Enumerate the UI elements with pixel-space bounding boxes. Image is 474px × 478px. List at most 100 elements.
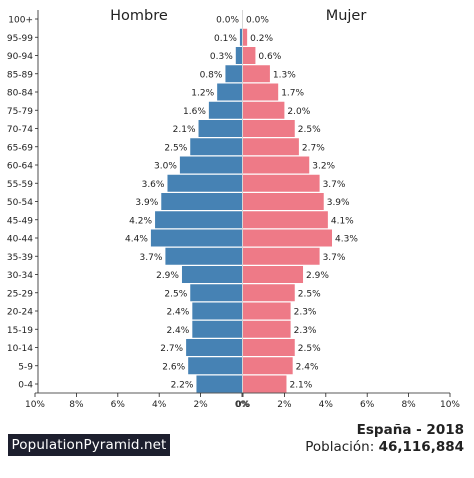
data-label-male: 0.8%	[200, 70, 223, 80]
bar-female	[243, 47, 256, 64]
x-tick-label-left: 0%	[235, 400, 250, 410]
data-label-male: 2.6%	[162, 362, 185, 372]
data-label-female: 2.5%	[298, 289, 321, 299]
category-label: 95-99	[7, 34, 33, 44]
data-label-male: 3.0%	[154, 162, 177, 172]
category-label: 55-59	[7, 180, 33, 190]
bar-male	[188, 357, 242, 375]
pyramid-chart: Hombre Mujer 100+ 0.0% 0.0% 95-99 0.1% 0.2% 90-9…	[7, 8, 461, 410]
data-label-male: 2.9%	[156, 271, 179, 281]
data-label-female: 0.0%	[246, 16, 269, 26]
bar-female	[243, 229, 333, 247]
category-label: 5-9	[18, 362, 33, 372]
category-label: 85-89	[7, 70, 33, 80]
bar-male	[161, 193, 242, 210]
bar-male	[167, 174, 242, 192]
data-label-male: 2.5%	[164, 143, 187, 153]
bar-male	[179, 156, 242, 174]
data-label-female: 2.5%	[298, 344, 321, 354]
bar-male	[150, 229, 242, 247]
bar-female	[243, 83, 279, 101]
x-tick-label-right: 4%	[319, 400, 334, 410]
category-label: 75-79	[7, 107, 33, 117]
bar-female	[243, 211, 328, 229]
bar-female	[243, 320, 291, 338]
data-label-female: 2.0%	[287, 107, 310, 117]
bar-male	[192, 320, 242, 338]
category-label: 40-44	[7, 235, 33, 245]
data-label-female: 3.9%	[327, 198, 350, 208]
bar-male	[186, 339, 242, 356]
x-tick-label-left: 2%	[193, 400, 208, 410]
bar-female	[243, 156, 310, 174]
population-caption: Población: 46,116,884	[305, 439, 464, 455]
data-label-female: 2.7%	[302, 143, 325, 153]
x-tick-label-left: 6%	[111, 400, 126, 410]
data-label-female: 2.1%	[289, 381, 312, 391]
bar-female	[243, 247, 320, 265]
data-label-male: 3.7%	[140, 253, 163, 263]
data-label-male: 3.9%	[135, 198, 158, 208]
x-tick-label-left: 4%	[152, 400, 167, 410]
bar-female	[243, 357, 293, 375]
category-label: 100+	[8, 16, 33, 26]
category-label: 30-34	[7, 271, 33, 281]
data-label-female: 2.3%	[294, 308, 317, 318]
bar-male	[190, 284, 242, 302]
x-tick-label-left: 8%	[69, 400, 84, 410]
x-tick-label-right: 10%	[440, 400, 460, 410]
bar-female	[243, 28, 248, 46]
bar-male	[192, 302, 242, 320]
bar-male	[196, 375, 242, 393]
population-label: Población:	[305, 439, 375, 455]
data-label-male: 0.1%	[214, 34, 237, 44]
category-label: 0-4	[18, 381, 33, 391]
bar-female	[243, 138, 299, 156]
bar-male	[217, 83, 242, 101]
bar-male	[198, 120, 242, 137]
data-label-male: 2.7%	[160, 344, 183, 354]
bar-male	[208, 101, 242, 119]
bar-female	[243, 266, 304, 283]
bar-male	[165, 247, 242, 265]
data-label-male: 1.6%	[183, 107, 206, 117]
category-label: 35-39	[7, 253, 33, 263]
bar-female	[243, 65, 270, 83]
data-label-female: 1.3%	[273, 70, 296, 80]
data-label-male: 2.1%	[173, 125, 196, 135]
category-label: 20-24	[7, 308, 33, 318]
x-tick-label-left: 10%	[25, 400, 45, 410]
data-label-male: 4.2%	[129, 216, 152, 226]
data-label-male: 0.0%	[216, 16, 239, 26]
data-label-female: 3.7%	[323, 253, 346, 263]
x-tick-label-right: 6%	[360, 400, 375, 410]
data-label-male: 2.4%	[166, 308, 189, 318]
bar-male	[190, 138, 242, 156]
data-label-female: 3.7%	[323, 180, 346, 190]
bar-male	[181, 266, 242, 283]
data-label-female: 2.9%	[306, 271, 329, 281]
data-label-male: 1.2%	[191, 89, 214, 99]
category-label: 10-14	[7, 344, 33, 354]
series-name-female: Mujer	[326, 8, 367, 24]
bar-male	[155, 211, 242, 229]
bar-female	[243, 101, 285, 119]
data-label-male: 4.4%	[125, 235, 148, 245]
bar-female	[243, 120, 295, 137]
category-label: 60-64	[7, 162, 33, 172]
x-tick-label-right: 2%	[277, 400, 292, 410]
x-tick-label-right: 8%	[401, 400, 416, 410]
bar-female	[243, 284, 295, 302]
data-label-male: 2.4%	[166, 326, 189, 336]
x-tick-label-right: 0%	[236, 400, 251, 410]
data-label-male: 2.5%	[164, 289, 187, 299]
bar-male	[239, 28, 242, 46]
brand-label[interactable]: PopulationPyramid.net	[8, 434, 170, 456]
data-label-female: 0.2%	[250, 34, 273, 44]
data-label-female: 2.4%	[296, 362, 319, 372]
data-label-female: 4.1%	[331, 216, 354, 226]
bar-female	[243, 302, 291, 320]
category-label: 15-19	[7, 326, 33, 336]
bar-male	[235, 47, 242, 64]
